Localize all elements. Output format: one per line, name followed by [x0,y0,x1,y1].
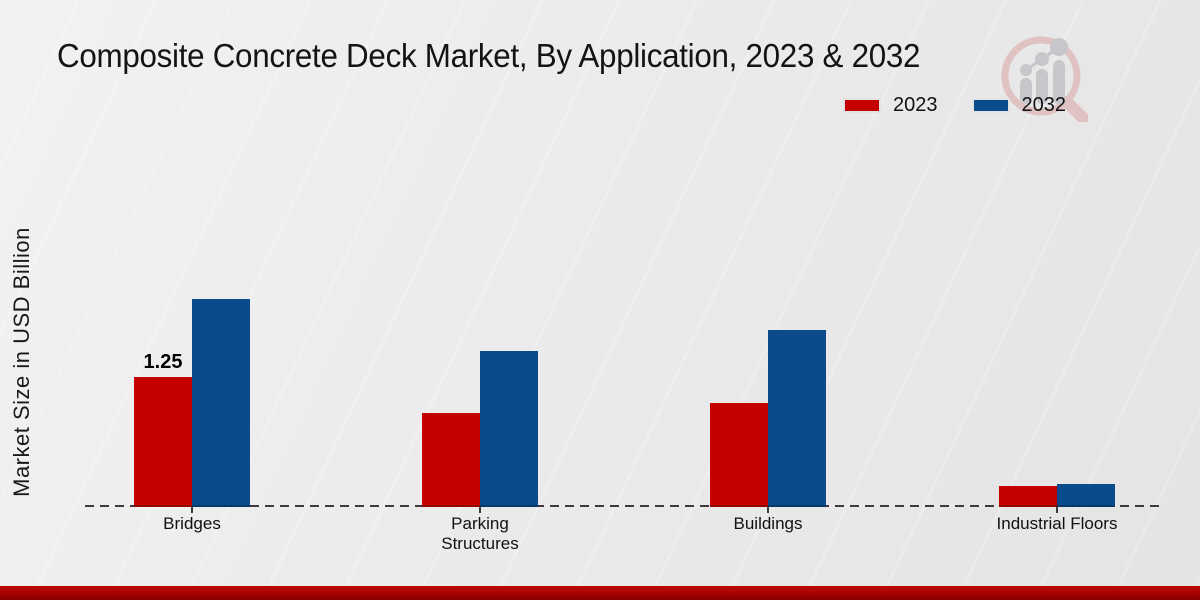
bar-chart-magnifier-logo-icon [996,28,1089,127]
x-axis-label-parking-structures: Parking Structures [441,514,519,553]
x-axis-tick-parking-structures [479,507,481,513]
legend-item-2032: 2032 [971,94,1067,117]
bar-2032-parking-structures [480,351,538,507]
bar-2032-industrial-floors [1057,484,1115,507]
legend: 2023 2032 [843,94,1066,117]
bar-2023-bridges [134,377,192,507]
x-axis-tick-bridges [191,507,193,513]
bar-2023-parking-structures [422,413,480,507]
legend-item-2023: 2023 [843,94,938,117]
x-axis-label-buildings: Buildings [733,514,803,533]
legend-label-2023: 2023 [893,94,938,116]
legend-label-2032: 2032 [1021,94,1067,116]
x-axis-tick-industrial-floors [1056,507,1058,513]
bar-2023-buildings [710,403,768,507]
legend-swatch-2032 [971,98,1010,113]
x-axis-baseline [85,505,1163,507]
chart-title: Composite Concrete Deck Market, By Appli… [57,37,921,74]
legend-swatch-2023 [843,98,881,113]
x-axis-tick-buildings [767,507,769,513]
bar-2023-industrial-floors [999,486,1057,507]
bar-2032-bridges [192,299,250,507]
footer-accent-band [0,586,1200,600]
bar-2032-buildings [768,330,826,507]
x-axis-label-bridges: Bridges [163,514,221,533]
x-axis-label-industrial-floors: Industrial Floors [996,514,1118,533]
data-label-2023-bridges: 1.25 [143,351,183,373]
